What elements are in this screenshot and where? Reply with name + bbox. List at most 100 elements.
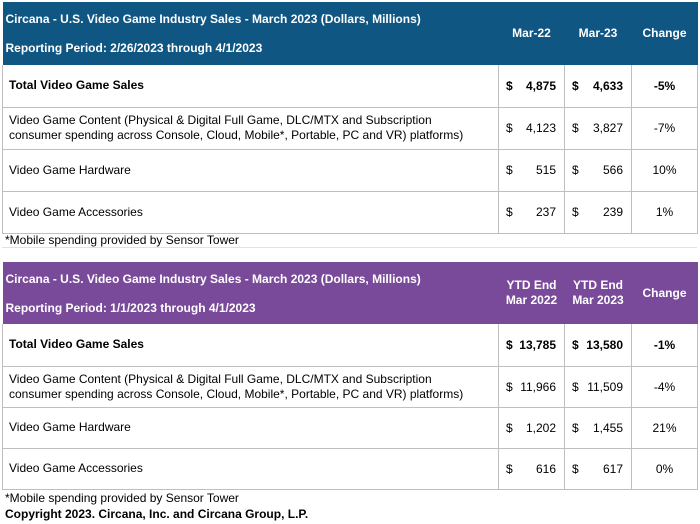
table-title: Circana - U.S. Video Game Industry Sales… bbox=[5, 12, 421, 26]
copyright-text: Copyright 2023. Circana, Inc. and Circan… bbox=[5, 507, 309, 521]
value: 11,509 bbox=[587, 379, 623, 394]
change-cell: 0% bbox=[631, 448, 698, 490]
change-cell: 10% bbox=[631, 149, 698, 192]
value: 515 bbox=[535, 163, 556, 177]
value: 616 bbox=[535, 461, 556, 476]
change-cell: -5% bbox=[631, 65, 698, 108]
change-cell: -7% bbox=[631, 107, 698, 150]
currency-symbol: $ bbox=[506, 420, 513, 435]
currency-symbol: $ bbox=[506, 337, 513, 352]
row-label: Total Video Game Sales bbox=[2, 65, 499, 108]
column-header-change: Change bbox=[631, 2, 698, 65]
value-cell-ytd-2023: $617 bbox=[564, 448, 632, 490]
table-row-hardware: Video Game Hardware $515 $566 10% bbox=[2, 149, 698, 192]
currency-symbol: $ bbox=[572, 461, 579, 476]
value: 4,123 bbox=[525, 121, 556, 135]
currency-symbol: $ bbox=[572, 205, 579, 219]
value-cell-mar-23: $4,633 bbox=[564, 65, 632, 108]
currency-symbol: $ bbox=[506, 379, 513, 394]
value: 4,875 bbox=[525, 78, 556, 93]
table-row-total-sales: Total Video Game Sales $4,875 $4,633 -5% bbox=[2, 65, 698, 108]
currency-symbol: $ bbox=[572, 78, 579, 93]
footnote: *Mobile spending provided by Sensor Towe… bbox=[5, 233, 239, 247]
column-header-ytd-2023: YTD End Mar 2023 bbox=[564, 262, 632, 324]
row-label: Video Game Content (Physical & Digital F… bbox=[2, 366, 499, 408]
value-cell-ytd-2022: $616 bbox=[498, 448, 565, 490]
row-label-line-2: consumer spending across Console, Cloud,… bbox=[9, 386, 464, 401]
currency-symbol: $ bbox=[572, 121, 579, 135]
change-cell: -1% bbox=[631, 324, 698, 367]
table-title-cell: Circana - U.S. Video Game Industry Sales… bbox=[2, 262, 499, 324]
table-title: Circana - U.S. Video Game Industry Sales… bbox=[5, 272, 421, 286]
column-header-line-1: YTD End bbox=[506, 278, 557, 292]
value-cell-mar-22: $237 bbox=[498, 191, 565, 234]
value-cell-mar-23: $566 bbox=[564, 149, 632, 192]
currency-symbol: $ bbox=[506, 205, 513, 219]
value-cell-ytd-2022: $1,202 bbox=[498, 407, 565, 449]
table-row-hardware: Video Game Hardware $1,202 $1,455 21% bbox=[2, 407, 698, 449]
value: 1,202 bbox=[525, 420, 556, 435]
table-row-total-sales: Total Video Game Sales $13,785 $13,580 -… bbox=[2, 324, 698, 367]
currency-symbol: $ bbox=[506, 163, 513, 177]
currency-symbol: $ bbox=[506, 78, 513, 93]
value-cell-mar-22: $4,123 bbox=[498, 107, 565, 150]
reporting-period: Reporting Period: 1/1/2023 through 4/1/2… bbox=[5, 301, 256, 315]
currency-symbol: $ bbox=[572, 420, 579, 435]
value-cell-ytd-2023: $13,580 bbox=[564, 324, 632, 367]
sales-table-march: Circana - U.S. Video Game Industry Sales… bbox=[2, 2, 698, 234]
currency-symbol: $ bbox=[506, 121, 513, 135]
currency-symbol: $ bbox=[572, 337, 579, 352]
divider bbox=[2, 247, 697, 248]
row-label: Video Game Hardware bbox=[2, 407, 499, 449]
footnote: *Mobile spending provided by Sensor Towe… bbox=[5, 491, 239, 505]
change-cell: 1% bbox=[631, 191, 698, 234]
value: 11,966 bbox=[520, 379, 556, 394]
row-label: Video Game Content (Physical & Digital F… bbox=[2, 107, 499, 150]
value-cell-mar-22: $515 bbox=[498, 149, 565, 192]
value: 239 bbox=[602, 205, 623, 219]
change-cell: -4% bbox=[631, 366, 698, 408]
value: 4,633 bbox=[592, 78, 623, 93]
value: 1,455 bbox=[592, 420, 623, 435]
table-header: Circana - U.S. Video Game Industry Sales… bbox=[2, 262, 698, 324]
column-header-mar-23: Mar-23 bbox=[564, 2, 632, 65]
row-label: Video Game Hardware bbox=[2, 149, 499, 192]
value-cell-ytd-2023: $11,509 bbox=[564, 366, 632, 408]
value-cell-mar-23: $239 bbox=[564, 191, 632, 234]
table-row-content: Video Game Content (Physical & Digital F… bbox=[2, 107, 698, 150]
currency-symbol: $ bbox=[506, 461, 513, 476]
value: 566 bbox=[602, 163, 623, 177]
column-header-line-2: Mar 2022 bbox=[505, 293, 558, 307]
table-header: Circana - U.S. Video Game Industry Sales… bbox=[2, 2, 698, 65]
value: 13,580 bbox=[586, 337, 623, 352]
value: 237 bbox=[535, 205, 556, 219]
table-title-cell: Circana - U.S. Video Game Industry Sales… bbox=[2, 2, 499, 65]
value-cell-mar-22: $4,875 bbox=[498, 65, 565, 108]
value-cell-mar-23: $3,827 bbox=[564, 107, 632, 150]
row-label-line-1: Video Game Content (Physical & Digital F… bbox=[9, 113, 432, 127]
table-row-accessories: Video Game Accessories $237 $239 1% bbox=[2, 191, 698, 234]
sales-table-ytd: Circana - U.S. Video Game Industry Sales… bbox=[2, 262, 698, 490]
currency-symbol: $ bbox=[572, 379, 579, 394]
value-cell-ytd-2022: $11,966 bbox=[498, 366, 565, 408]
row-label: Total Video Game Sales bbox=[2, 324, 499, 367]
value: 3,827 bbox=[592, 121, 623, 135]
reporting-period: Reporting Period: 2/26/2023 through 4/1/… bbox=[5, 41, 263, 55]
column-header-line-1: YTD End bbox=[573, 278, 623, 292]
value-cell-ytd-2023: $1,455 bbox=[564, 407, 632, 449]
column-header-line-2: Mar 2023 bbox=[572, 293, 624, 307]
value: 617 bbox=[602, 461, 623, 476]
currency-symbol: $ bbox=[572, 163, 579, 177]
value-cell-ytd-2022: $13,785 bbox=[498, 324, 565, 367]
row-label: Video Game Accessories bbox=[2, 191, 499, 234]
row-label-line-2: consumer spending across Console, Cloud,… bbox=[9, 128, 464, 142]
change-cell: 21% bbox=[631, 407, 698, 449]
row-label-line-1: Video Game Content (Physical & Digital F… bbox=[9, 371, 432, 386]
column-header-change: Change bbox=[631, 262, 698, 324]
table-row-accessories: Video Game Accessories $616 $617 0% bbox=[2, 448, 698, 490]
value: 13,785 bbox=[519, 337, 556, 352]
row-label: Video Game Accessories bbox=[2, 448, 499, 490]
column-header-mar-22: Mar-22 bbox=[498, 2, 565, 65]
column-header-ytd-2022: YTD End Mar 2022 bbox=[498, 262, 565, 324]
table-row-content: Video Game Content (Physical & Digital F… bbox=[2, 366, 698, 408]
